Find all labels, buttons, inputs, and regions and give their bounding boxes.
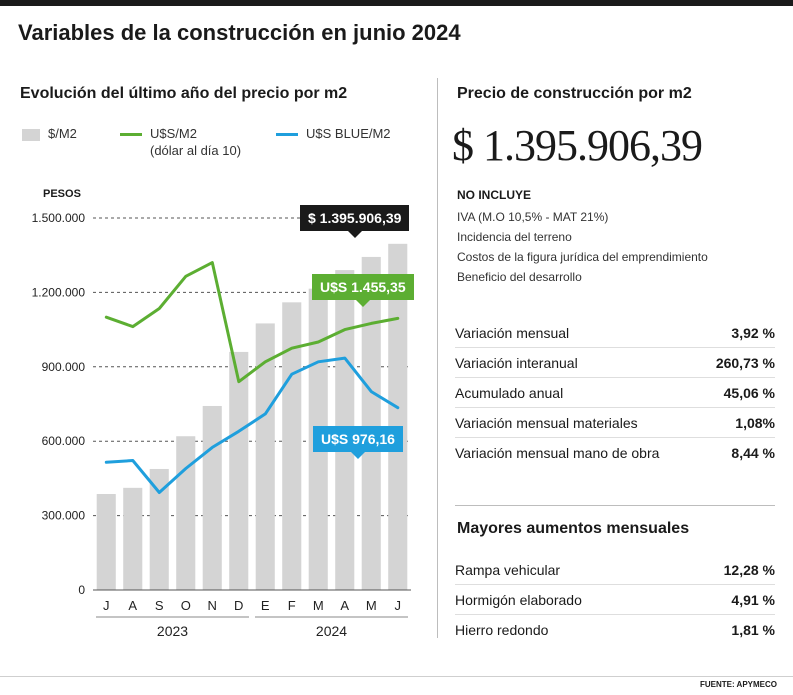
- excludes-title: NO INCLUYE: [457, 188, 532, 202]
- excludes-item: IVA (M.O 10,5% - MAT 21%): [457, 210, 609, 224]
- y-tick-label: 600.000: [42, 434, 86, 448]
- variation-label: Variación mensual: [455, 324, 570, 341]
- callout-pesos-value: $ 1.395.906,39: [300, 205, 410, 238]
- legend-item-usd: U$S/M2 (dólar al día 10): [120, 126, 241, 158]
- increase-value: 1,81 %: [731, 622, 775, 638]
- legend-label: U$S/M2: [150, 126, 197, 141]
- excludes-item: Beneficio del desarrollo: [457, 270, 582, 284]
- increase-value: 4,91 %: [731, 591, 775, 608]
- variation-value: 3,92 %: [731, 324, 775, 341]
- variation-value: 8,44 %: [731, 445, 775, 461]
- top-bar: [0, 0, 793, 6]
- bar: [282, 302, 302, 590]
- bar: [202, 405, 222, 590]
- x-tick-label: J: [103, 598, 110, 613]
- bar: [229, 351, 249, 590]
- variations-table: Variación mensual 3,92 % Variación intera…: [455, 318, 775, 468]
- bar: [123, 487, 143, 590]
- y-tick-label: 1.200.000: [32, 285, 86, 299]
- table-row: Rampa vehicular 12,28 %: [455, 555, 775, 585]
- y-tick-label: 1.500.000: [32, 211, 86, 225]
- y-tick-label: 300.000: [42, 509, 86, 523]
- excludes-item: Costos de la figura jurídica del emprend…: [457, 250, 708, 264]
- x-tick-label: D: [234, 598, 243, 613]
- excludes-item: Incidencia del terreno: [457, 230, 572, 244]
- y-axis-label: PESOS: [43, 188, 81, 200]
- legend-label: U$S BLUE/M2: [306, 126, 391, 141]
- x-tick-label: E: [261, 598, 270, 613]
- table-row: Hormigón elaborado 4,91 %: [455, 585, 775, 615]
- variation-value: 45,06 %: [723, 384, 775, 401]
- year-group-label: 2024: [316, 623, 347, 639]
- bar: [96, 494, 116, 590]
- legend-swatch-line-icon: [120, 133, 142, 137]
- x-tick-label: M: [366, 598, 377, 613]
- x-tick-label: M: [313, 598, 324, 613]
- variation-label: Variación mensual materiales: [455, 414, 638, 431]
- footer-divider: [0, 676, 793, 677]
- variation-label: Variación mensual mano de obra: [455, 445, 660, 461]
- table-row: Variación mensual mano de obra 8,44 %: [455, 438, 775, 468]
- series-line-usd-blue: [104, 356, 400, 494]
- callout-usd-value: U$S 1.455,35: [312, 274, 414, 307]
- table-row: Variación mensual materiales 1,08%: [455, 408, 775, 438]
- table-row: Hierro redondo 1,81 %: [455, 615, 775, 645]
- legend-sublabel: (dólar al día 10): [150, 143, 242, 158]
- increase-label: Rampa vehicular: [455, 561, 561, 578]
- table-row: Acumulado anual 45,06 %: [455, 378, 775, 408]
- bar: [255, 323, 275, 590]
- column-divider: [437, 78, 438, 638]
- excludes-list: IVA (M.O 10,5% - MAT 21%) Incidencia del…: [457, 207, 708, 287]
- x-tick-label: O: [181, 598, 191, 613]
- year-group-label: 2023: [157, 623, 188, 639]
- x-tick-label: S: [155, 598, 164, 613]
- legend-swatch-line-icon: [276, 133, 298, 137]
- legend-swatch-bar-icon: [22, 128, 40, 141]
- callout-usd-blue-value: U$S 976,16: [313, 426, 403, 459]
- chart-area: PESOS 0 300.000 600.000 900.000 1.200.000 1.50…: [32, 188, 411, 639]
- bar: [361, 256, 381, 590]
- table-row: Variación interanual 260,73 %: [455, 348, 775, 378]
- increase-value: 12,28 %: [723, 561, 775, 578]
- variation-label: Variación interanual: [455, 354, 578, 371]
- variation-value: 1,08%: [735, 414, 775, 431]
- variation-value: 260,73 %: [715, 354, 775, 371]
- x-tick-label: N: [208, 598, 217, 613]
- x-tick-label: A: [340, 598, 349, 613]
- bar: [176, 436, 196, 590]
- price-section-title: Precio de construcción por m2: [457, 85, 692, 102]
- source-note: FUENTE: APYMECO: [699, 680, 777, 689]
- x-tick-label: F: [288, 598, 296, 613]
- y-tick-label: 900.000: [42, 360, 86, 374]
- construction-price: $ 1.395.906,39: [452, 121, 703, 170]
- y-tick-label: 0: [78, 583, 85, 597]
- series-line-usd: [104, 261, 400, 384]
- section-divider: [455, 505, 775, 506]
- increase-label: Hierro redondo: [455, 622, 549, 638]
- legend-label: $/M2: [48, 126, 77, 141]
- x-tick-label: A: [128, 598, 137, 613]
- increases-table: Rampa vehicular 12,28 % Hormigón elaborad…: [455, 555, 775, 645]
- legend-item-usd-blue: U$S BLUE/M2: [276, 126, 391, 141]
- table-row: Variación mensual 3,92 %: [455, 318, 775, 348]
- increase-label: Hormigón elaborado: [455, 591, 582, 608]
- chart-title: Evolución del último año del precio por …: [20, 85, 348, 102]
- bar: [149, 468, 169, 590]
- variation-label: Acumulado anual: [455, 384, 564, 401]
- increases-section-title: Mayores aumentos mensuales: [457, 520, 690, 537]
- page-title: Variables de la construcción en junio 20…: [18, 20, 461, 45]
- legend-item-pesos: $/M2: [22, 126, 77, 141]
- bar: [388, 243, 408, 590]
- x-tick-label: J: [395, 598, 402, 613]
